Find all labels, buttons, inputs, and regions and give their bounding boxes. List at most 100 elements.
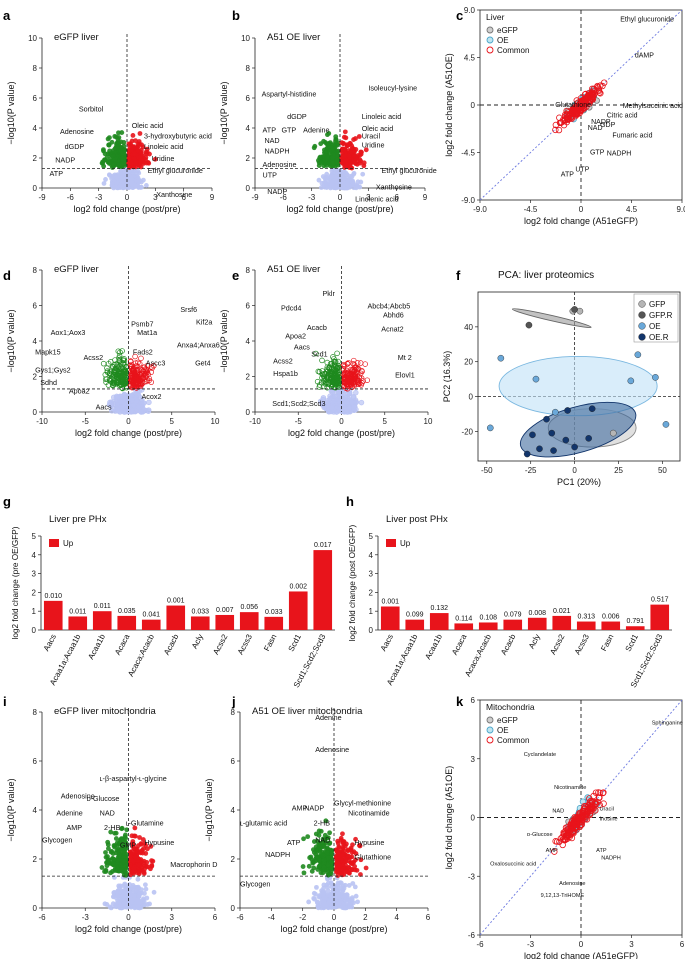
bar xyxy=(117,615,137,630)
y-tick-label: 5 xyxy=(32,532,37,541)
panel-i: -6 -3 0 3 6 0 2 4 6 8 log2 fold change (post/pre) −… xyxy=(6,706,218,934)
data-point xyxy=(135,148,141,153)
bar-data-label: 0.017 xyxy=(314,542,332,549)
point-annotation: Acss2 xyxy=(273,357,293,366)
x-tick-label: 5 xyxy=(383,417,388,426)
x-tick-label: -6 xyxy=(476,940,484,949)
y-tick-label: 20 xyxy=(464,358,473,367)
data-point xyxy=(128,143,134,149)
pca-point xyxy=(564,407,571,414)
data-point xyxy=(320,892,326,898)
y-tick-label: 9.0 xyxy=(464,6,476,15)
point-annotation: Hypusine xyxy=(354,838,384,847)
data-point xyxy=(307,855,313,861)
y-tick-label: 2 xyxy=(32,588,37,597)
x-tick-label: 6 xyxy=(680,940,685,949)
point-annotation: Abhd6 xyxy=(383,310,404,319)
data-point xyxy=(142,866,147,872)
x-tick-label: Acaca xyxy=(450,632,469,656)
y-tick-label: 0 xyxy=(369,626,374,635)
panel-letter-j: j xyxy=(231,694,236,709)
y-tick-label: 8 xyxy=(33,708,38,717)
pca-point xyxy=(536,445,543,453)
y-tick-label: 2 xyxy=(369,588,374,597)
pca-point xyxy=(550,447,557,454)
data-point xyxy=(316,905,321,911)
data-point xyxy=(334,849,340,855)
point-annotation: Sphinganine xyxy=(652,721,683,727)
data-point xyxy=(137,849,143,855)
y-tick-label: 8 xyxy=(33,64,38,73)
data-point xyxy=(134,391,141,398)
x-tick-label: Acaca;Acacb xyxy=(463,632,493,678)
y-tick-label: 6 xyxy=(33,302,38,311)
point-annotation: NADPH xyxy=(264,147,289,156)
point-annotation: dAMP xyxy=(635,52,654,59)
data-point xyxy=(140,177,146,183)
panel-title: eGFP liver mitochondria xyxy=(54,706,156,717)
panel-letter-i: i xyxy=(3,694,7,709)
bar-data-label: 0.006 xyxy=(602,614,620,621)
point-annotation: Linolenic acid xyxy=(355,195,399,204)
data-point xyxy=(363,865,369,871)
y-tick-label: 8 xyxy=(231,708,236,717)
y-axis-label: −log10(P value) xyxy=(219,81,229,144)
x-tick-label: 3 xyxy=(170,913,175,922)
data-point xyxy=(135,876,141,882)
data-point xyxy=(323,160,329,166)
pca-point xyxy=(585,435,592,442)
point-annotation: NADPH xyxy=(607,151,632,158)
data-point xyxy=(118,170,124,176)
point-annotation: Nicotinamide xyxy=(348,808,390,817)
data-point xyxy=(107,135,112,141)
y-axis-label: log2 fold change (post OE/GFP) xyxy=(348,524,357,641)
x-tick-label: -6 xyxy=(38,913,46,922)
data-point xyxy=(351,171,357,177)
data-point xyxy=(121,858,127,864)
data-point xyxy=(123,872,129,878)
legend-marker xyxy=(638,311,646,319)
data-point xyxy=(133,160,139,166)
data-point xyxy=(119,150,125,156)
data-point xyxy=(140,400,146,406)
data-point xyxy=(122,881,128,887)
point-annotation: Xanthosine xyxy=(156,190,192,199)
legend-marker xyxy=(638,300,646,308)
point-annotation: Adenine xyxy=(315,713,341,722)
legend-marker xyxy=(486,726,494,734)
bar xyxy=(527,617,547,630)
point-annotation: ʟ-glutamic acid xyxy=(240,818,287,827)
data-point xyxy=(130,133,136,138)
data-point xyxy=(123,890,129,895)
legend-title: Liver xyxy=(486,12,505,22)
legend-label: OE.R xyxy=(649,333,669,342)
y-tick-label: 8 xyxy=(246,64,251,73)
point-annotation: Ethyl glucuronide xyxy=(382,166,437,175)
panel-b: -9 -6 -3 0 3 6 9 0 2 4 6 8 10 log2 fold change (post/… xyxy=(219,32,437,214)
y-tick-label: 10 xyxy=(241,34,250,43)
data-point xyxy=(329,851,334,856)
y-tick-label: 4 xyxy=(33,124,38,133)
legend-marker xyxy=(638,333,646,341)
data-point xyxy=(132,151,138,157)
data-point xyxy=(358,399,365,406)
data-point xyxy=(331,184,336,190)
pca-point xyxy=(562,436,570,444)
data-point xyxy=(133,138,138,144)
y-tick-label: 0 xyxy=(246,184,251,193)
data-point xyxy=(311,865,317,871)
data-point xyxy=(357,152,363,158)
data-point xyxy=(350,180,356,186)
x-tick-label: 0 xyxy=(579,940,584,949)
data-point xyxy=(118,183,124,189)
x-tick-label: -3 xyxy=(95,193,103,202)
data-point xyxy=(349,867,354,872)
data-point xyxy=(325,862,331,868)
point-annotation: Aox1;Aox3 xyxy=(51,328,86,337)
point-annotation: dGDP xyxy=(65,142,85,151)
data-point xyxy=(340,831,345,837)
point-annotation: Adenosine xyxy=(559,881,585,887)
y-axis-label: PC2 (16.3%) xyxy=(442,351,452,403)
bar xyxy=(264,616,284,630)
y-axis-label: log2 fold change (A51OE) xyxy=(444,766,454,870)
